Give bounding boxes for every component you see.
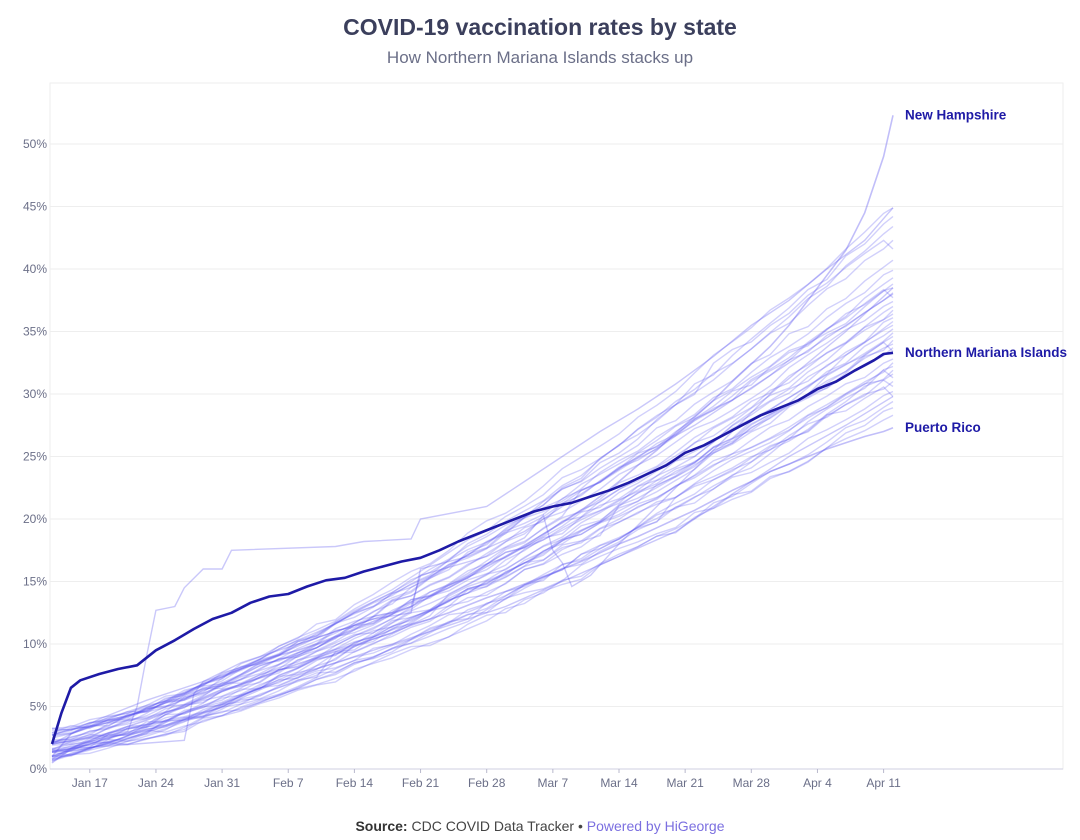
- x-tick-label: Feb 14: [336, 776, 374, 790]
- background-series-line: [51, 283, 894, 743]
- y-tick-label: 35%: [23, 325, 47, 339]
- background-series-line: [51, 317, 894, 750]
- y-tick-label: 15%: [23, 575, 47, 589]
- background-series-line: [51, 287, 894, 751]
- x-tick-label: Feb 28: [468, 776, 506, 790]
- background-series-line: [51, 390, 894, 757]
- background-series-line: [51, 380, 894, 736]
- background-series-line: [51, 339, 894, 731]
- background-series-line: [51, 300, 894, 741]
- highlight-series-line: [50, 351, 894, 745]
- background-series-line: [51, 313, 894, 734]
- background-series-line: [51, 341, 894, 743]
- x-tick-label: Jan 31: [204, 776, 240, 790]
- background-series-line: [51, 215, 894, 759]
- x-tick-label: Feb 21: [402, 776, 440, 790]
- labeled-series-line: [51, 427, 894, 764]
- x-tick-label: Mar 28: [733, 776, 771, 790]
- chart-title: COVID-19 vaccination rates by state: [343, 14, 737, 40]
- source-text: CDC COVID Data Tracker: [411, 818, 575, 834]
- x-tick-label: Apr 4: [803, 776, 832, 790]
- background-series-line: [51, 309, 894, 753]
- x-tick-label: Jan 24: [138, 776, 174, 790]
- x-tick-label: Jan 17: [72, 776, 108, 790]
- y-tick-label: 10%: [23, 637, 47, 651]
- labeled-series-group: [50, 115, 894, 764]
- powered-by-link[interactable]: Powered by HiGeorge: [586, 818, 725, 834]
- y-tick-label: 0%: [30, 762, 48, 776]
- background-series-line: [51, 277, 894, 745]
- background-series-line: [51, 386, 894, 753]
- background-series-line: [51, 369, 894, 753]
- y-tick-label: 45%: [23, 200, 47, 214]
- line-chart: 0% 5% 10% 15% 20% 25% 30% 35% 40% 45% 50% Jan 17 Jan…: [23, 82, 1067, 790]
- background-series-line: [51, 239, 894, 760]
- footer: Source: CDC COVID Data Tracker • Powered…: [0, 818, 1080, 834]
- source-label: Source:: [355, 818, 408, 834]
- y-tick-label: 5%: [30, 700, 48, 714]
- background-series-line: [51, 414, 894, 754]
- background-series-line: [51, 362, 894, 743]
- background-series-line: [51, 225, 894, 744]
- background-series-line: [51, 373, 894, 757]
- background-series-line: [51, 305, 894, 734]
- background-series-group: [51, 207, 894, 762]
- y-tick-label: 25%: [23, 450, 47, 464]
- background-series-line: [51, 407, 894, 750]
- x-tick-label: Mar 7: [538, 776, 569, 790]
- series-end-label: Puerto Rico: [905, 420, 981, 435]
- labeled-series-line: [51, 115, 894, 758]
- y-tick-label: 30%: [23, 387, 47, 401]
- series-label-group: New Hampshire Northern Mariana Islands Pue…: [905, 107, 1067, 435]
- background-series-line: [51, 347, 894, 736]
- background-series-line: [51, 293, 894, 745]
- x-tick-label: Mar 21: [666, 776, 704, 790]
- background-series-line: [51, 269, 894, 730]
- grid-layer: [49, 82, 1064, 770]
- footer-separator: •: [577, 818, 583, 834]
- y-tick-label: 20%: [23, 512, 47, 526]
- background-series-line: [51, 379, 894, 753]
- background-series-line: [51, 288, 894, 762]
- background-series-line: [51, 369, 894, 751]
- x-tick-label: Apr 11: [866, 776, 901, 790]
- chart-subtitle: How Northern Mariana Islands stacks up: [386, 48, 694, 67]
- background-series-line: [51, 358, 894, 758]
- background-series-line: [51, 292, 894, 744]
- y-tick-label: 50%: [23, 137, 47, 151]
- background-series-line: [51, 395, 894, 758]
- axis-layer: 0% 5% 10% 15% 20% 25% 30% 35% 40% 45% 50% Jan 17 Jan…: [23, 137, 1063, 790]
- series-end-label: Northern Mariana Islands: [905, 345, 1067, 360]
- y-tick-label: 40%: [23, 262, 47, 276]
- series-end-label: New Hampshire: [905, 107, 1007, 122]
- background-series-line: [51, 400, 894, 756]
- x-tick-label: Feb 7: [273, 776, 304, 790]
- background-series-line: [51, 259, 894, 737]
- background-series-line: [51, 328, 894, 762]
- background-series-line: [51, 287, 894, 731]
- background-series-line: [51, 365, 894, 761]
- background-series-line: [51, 207, 894, 745]
- background-series-line: [51, 320, 894, 758]
- x-tick-label: Mar 14: [600, 776, 638, 790]
- background-series-line: [51, 343, 894, 753]
- background-series-line: [51, 207, 894, 736]
- background-series-line: [51, 332, 894, 761]
